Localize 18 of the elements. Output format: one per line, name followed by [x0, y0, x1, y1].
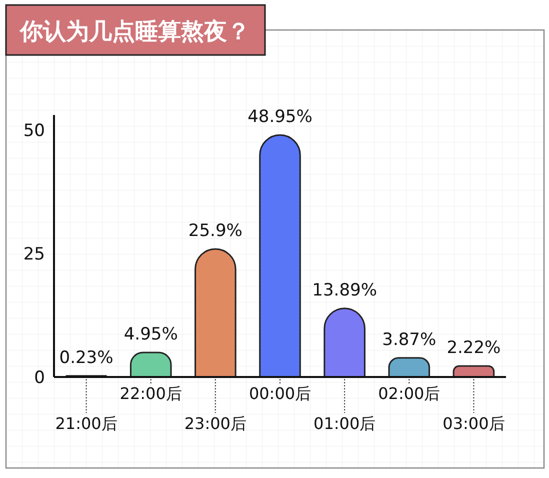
- data-label: 25.9%: [188, 220, 242, 241]
- y-tick-label: 50: [23, 120, 45, 141]
- y-tick-label: 0: [34, 368, 45, 388]
- data-label: 4.95%: [124, 324, 178, 345]
- x-tick-label: 03:00后: [442, 414, 505, 433]
- data-label: 3.87%: [382, 330, 436, 350]
- x-tick-label: 22:00后: [120, 384, 182, 403]
- chart-title: 你认为几点睡算熬夜？: [19, 18, 250, 45]
- x-tick-label: 01:00后: [314, 414, 376, 433]
- x-tick-label: 21:00后: [55, 414, 118, 433]
- x-tick-label: 02:00后: [378, 384, 440, 403]
- x-tick-label: 23:00后: [184, 414, 246, 433]
- data-label: 0.23%: [59, 348, 114, 368]
- data-label: 2.22%: [446, 338, 501, 358]
- x-tick-label: 00:00后: [248, 384, 312, 403]
- data-label: 48.95%: [248, 107, 312, 128]
- y-tick-label: 25: [23, 244, 45, 264]
- data-label: 13.89%: [312, 280, 377, 300]
